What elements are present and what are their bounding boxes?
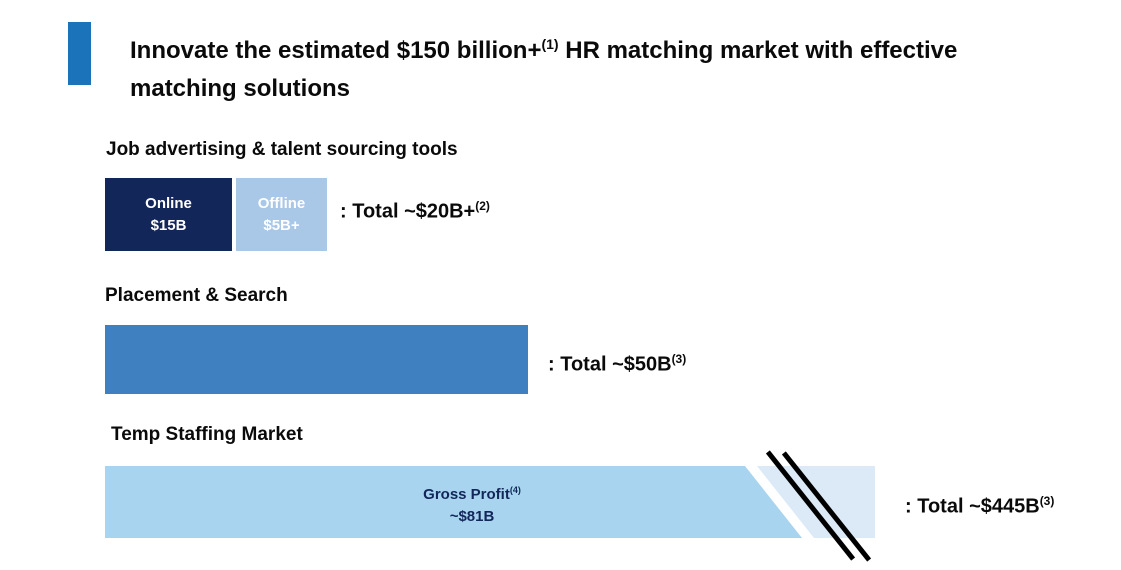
total-text-temp-staffing: : Total ~$445B [905, 495, 1040, 518]
slide-title: Innovate the estimated $150 billion+(1) … [130, 25, 1065, 108]
bar-segment-offline-label: Offline [257, 194, 306, 212]
bar-placement-search [105, 325, 528, 394]
total-label-temp-staffing: : Total ~$445B(3) [905, 494, 1054, 519]
section-heading-temp-staffing: Temp Staffing Market [111, 424, 303, 445]
bar-segment-offline: Offline $5B+ [236, 178, 327, 251]
footnote-ref-3: (3) [671, 352, 687, 366]
bar-segment-online: Online $15B [105, 178, 232, 251]
bar-segment-online-value: $15B [150, 216, 187, 234]
slide-title-part2: HR matching market with effective matchi… [130, 37, 958, 102]
footnote-ref-1: (1) [541, 36, 559, 52]
footnote-ref-2: (2) [475, 199, 490, 213]
total-text-job-advertising: : Total ~$20B+ [340, 200, 476, 223]
total-label-job-advertising: : Total ~$20B+(2) [340, 199, 490, 224]
bar-temp-staffing: Gross Profit(4) ~$81B [105, 466, 875, 538]
footnote-ref-5: (3) [1039, 494, 1055, 508]
bar-segment-online-label: Online [145, 194, 192, 212]
section-heading-job-advertising: Job advertising & talent sourcing tools [106, 139, 458, 160]
gross-profit-value: ~$81B [449, 508, 495, 525]
gross-profit-text: Gross Profit [423, 486, 510, 503]
bar-temp-staffing-main-segment [105, 466, 802, 538]
total-label-placement-search: : Total ~$50B(3) [548, 352, 686, 377]
title-accent-bar [68, 22, 91, 85]
section-heading-placement-search: Placement & Search [105, 285, 288, 306]
total-text-placement-search: : Total ~$50B [548, 353, 672, 376]
slide-title-part1: Innovate the estimated $150 billion+ [130, 37, 542, 64]
bar-segment-offline-value: $5B+ [263, 216, 300, 234]
footnote-ref-4: (4) [509, 485, 521, 495]
gross-profit-label: Gross Profit(4) ~$81B [105, 479, 839, 528]
